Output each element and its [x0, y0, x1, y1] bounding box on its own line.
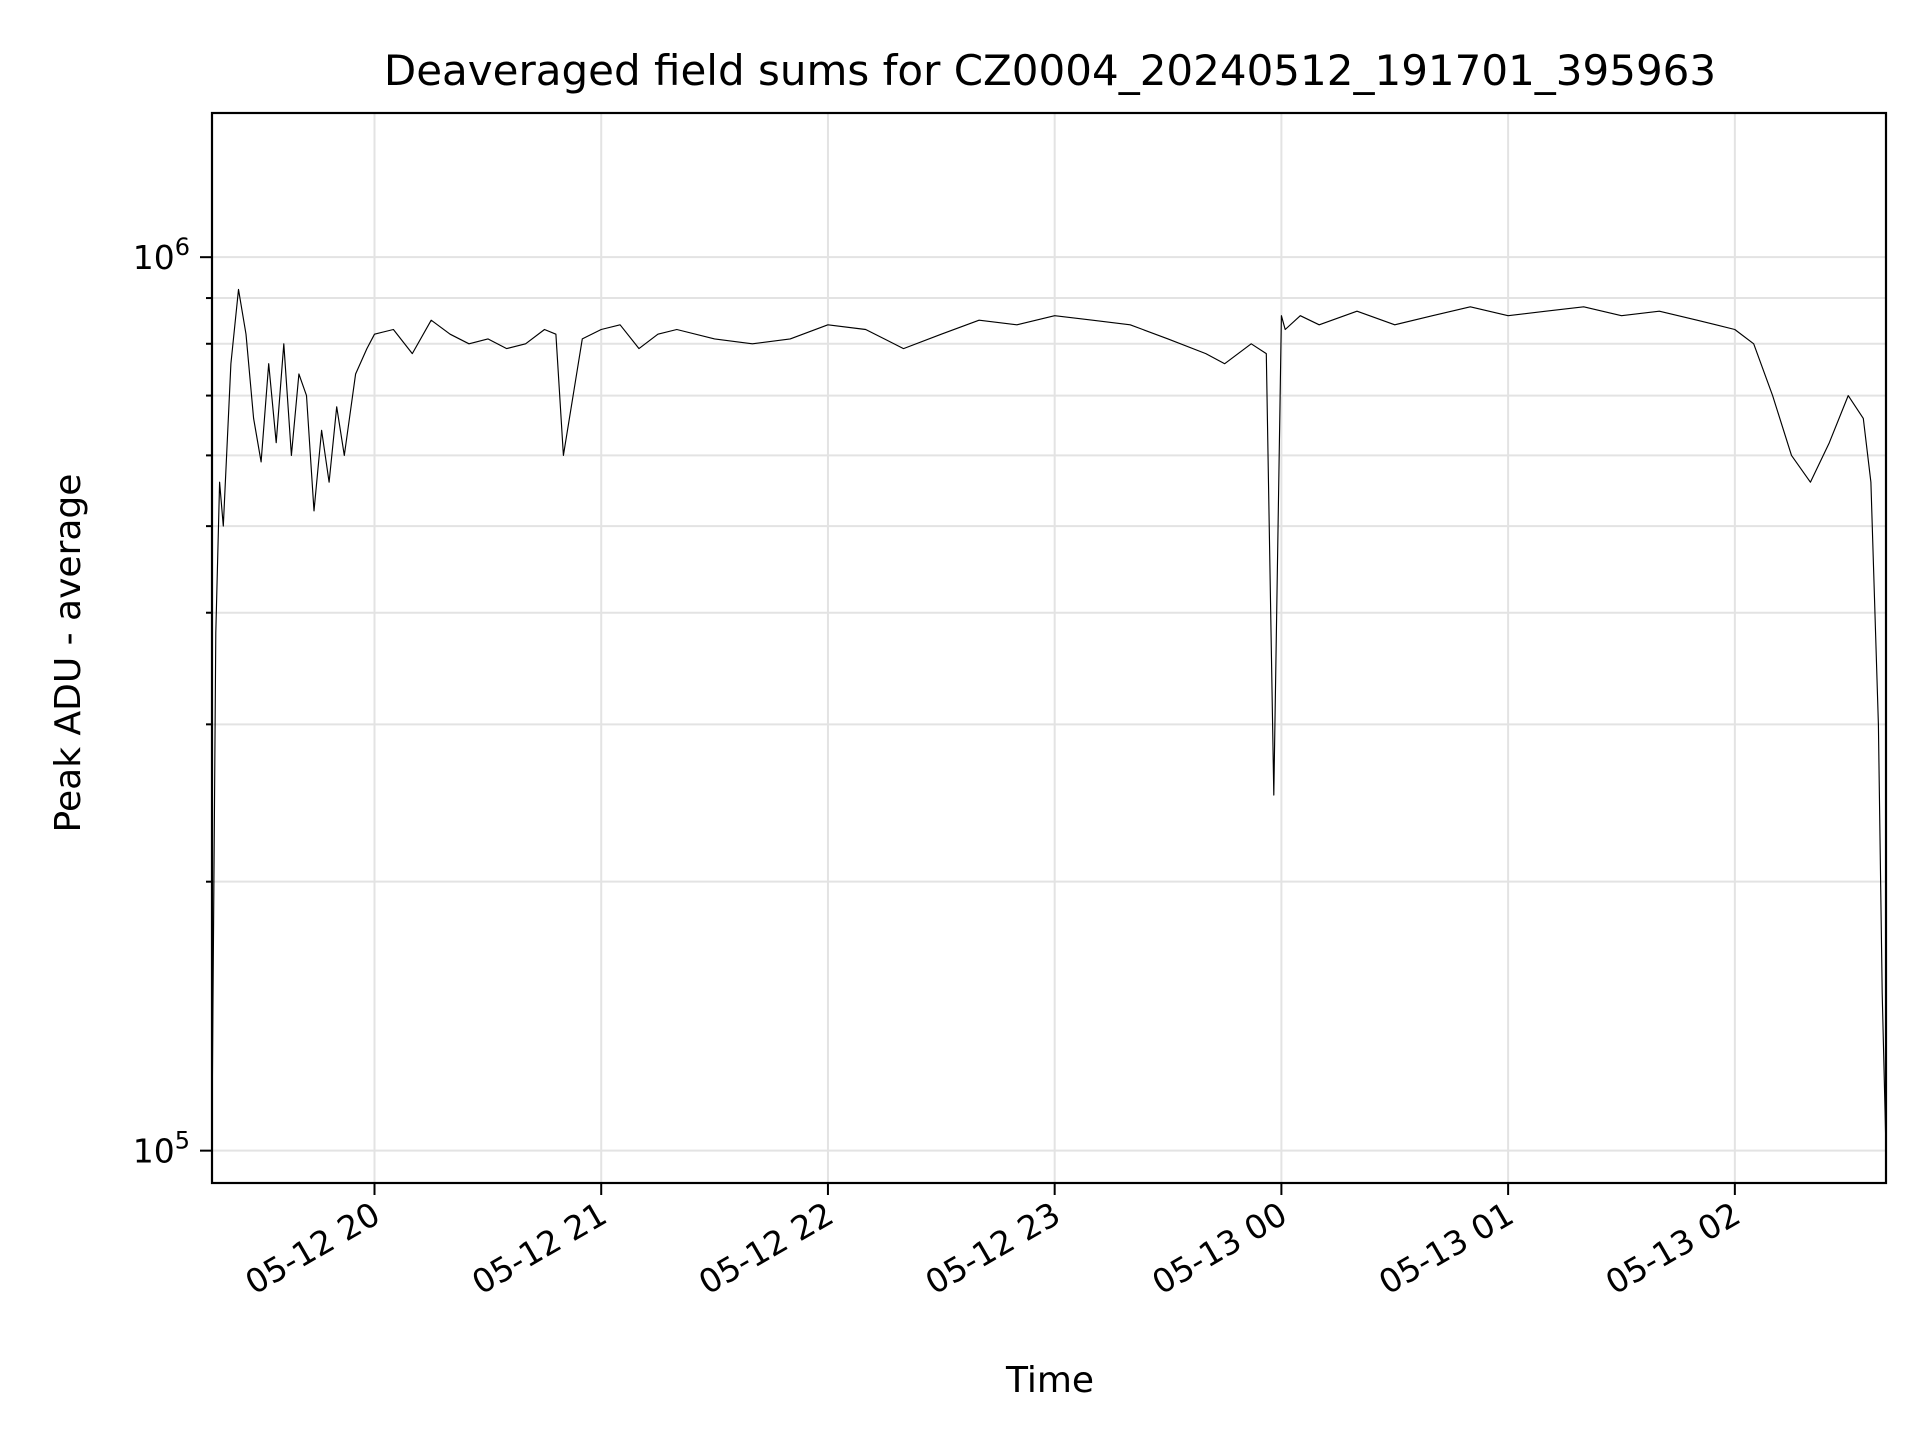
y-tick-label: 105	[133, 1127, 190, 1171]
x-axis-label: Time	[1005, 1360, 1094, 1401]
y-axis-ticks: 105 106	[133, 233, 212, 1171]
x-tick-label: 05-12 20	[238, 1194, 386, 1302]
axes-frame	[210, 111, 1888, 1185]
x-axis-ticks: 05-12 20 05-12 21 05-12 22 05-12 23 05-13 00…	[238, 1183, 1747, 1302]
x-tick-label: 05-12 21	[465, 1194, 613, 1302]
x-tick-label: 05-12 23	[919, 1194, 1067, 1302]
x-tick-label: 05-13 00	[1145, 1194, 1293, 1302]
x-tick-label: 05-13 01	[1372, 1194, 1520, 1302]
x-tick-label: 05-13 02	[1599, 1194, 1747, 1302]
y-axis-label: Peak ADU - average	[48, 474, 89, 833]
series-layer	[211, 288, 1887, 1151]
y-tick-label: 106	[133, 233, 190, 277]
x-tick-label: 05-12 22	[692, 1194, 840, 1302]
chart-title: Deaveraged field sums for CZ0004_2024051…	[384, 46, 1716, 95]
series-line	[211, 288, 1887, 1151]
grid	[212, 113, 1886, 1183]
